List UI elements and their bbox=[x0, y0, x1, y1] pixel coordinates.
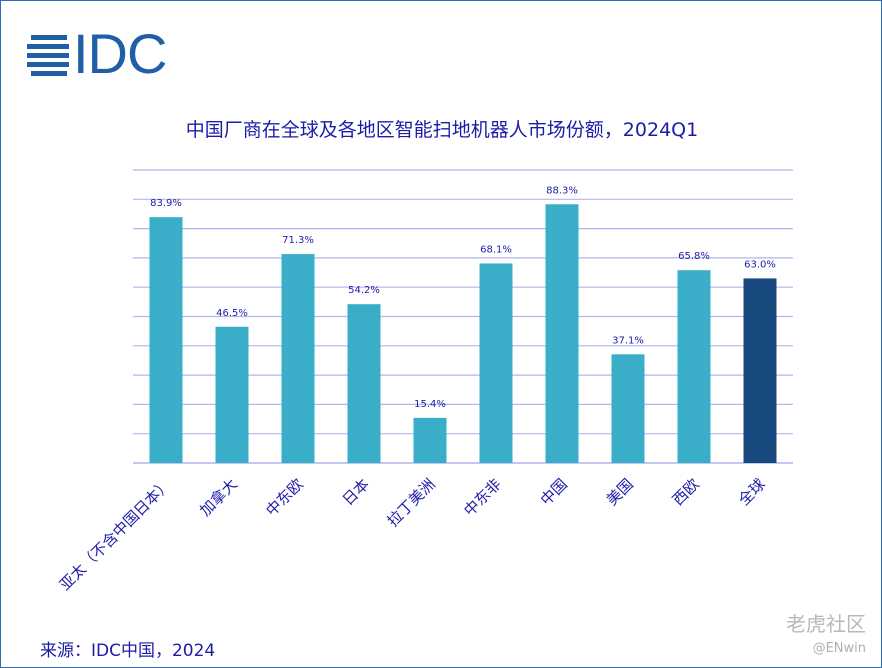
x-tick-label: 中国 bbox=[537, 475, 571, 509]
x-tick-label: 拉丁美洲 bbox=[384, 475, 439, 530]
bar bbox=[215, 326, 249, 463]
bar bbox=[347, 304, 381, 463]
data-label: 54.2% bbox=[348, 285, 380, 296]
data-label: 15.4% bbox=[414, 399, 446, 410]
data-label: 37.1% bbox=[612, 335, 644, 346]
idc-logo: IDC bbox=[27, 22, 177, 85]
data-label: 63.0% bbox=[744, 259, 776, 270]
data-label: 83.9% bbox=[150, 198, 182, 209]
chart-title: 中国厂商在全球及各地区智能扫地机器人市场份额，2024Q1 bbox=[185, 119, 699, 141]
watermark-text: 老虎社区 bbox=[786, 612, 866, 636]
x-tick-label: 中东非 bbox=[460, 475, 505, 520]
x-tick-label: 中东欧 bbox=[262, 475, 307, 520]
x-tick-label: 西欧 bbox=[669, 475, 703, 509]
bar bbox=[281, 254, 315, 463]
globe-stripes-icon bbox=[27, 35, 69, 76]
bar bbox=[413, 417, 447, 463]
watermark-handle: @ENwin bbox=[812, 641, 866, 656]
data-label: 71.3% bbox=[282, 235, 314, 246]
x-tick-label: 美国 bbox=[603, 475, 637, 509]
data-label: 65.8% bbox=[678, 251, 710, 262]
watermark: 老虎社区 @ENwin bbox=[786, 608, 866, 656]
data-label: 88.3% bbox=[546, 185, 578, 196]
bar bbox=[479, 263, 513, 463]
bar bbox=[743, 278, 777, 463]
bar bbox=[677, 270, 711, 463]
x-tick-label: 日本 bbox=[339, 475, 373, 509]
logo-text: IDC bbox=[73, 22, 167, 85]
x-tick-label: 加拿大 bbox=[196, 475, 241, 520]
data-label: 68.1% bbox=[480, 244, 512, 255]
bar bbox=[545, 204, 579, 463]
bar bbox=[149, 217, 183, 463]
bar bbox=[611, 354, 645, 463]
x-tick-label: 全球 bbox=[735, 475, 769, 509]
source-note: 来源：IDC中国，2024 bbox=[40, 641, 216, 661]
data-label: 46.5% bbox=[216, 308, 248, 319]
x-tick-label: 亚太（不含中国日本） bbox=[56, 475, 175, 594]
